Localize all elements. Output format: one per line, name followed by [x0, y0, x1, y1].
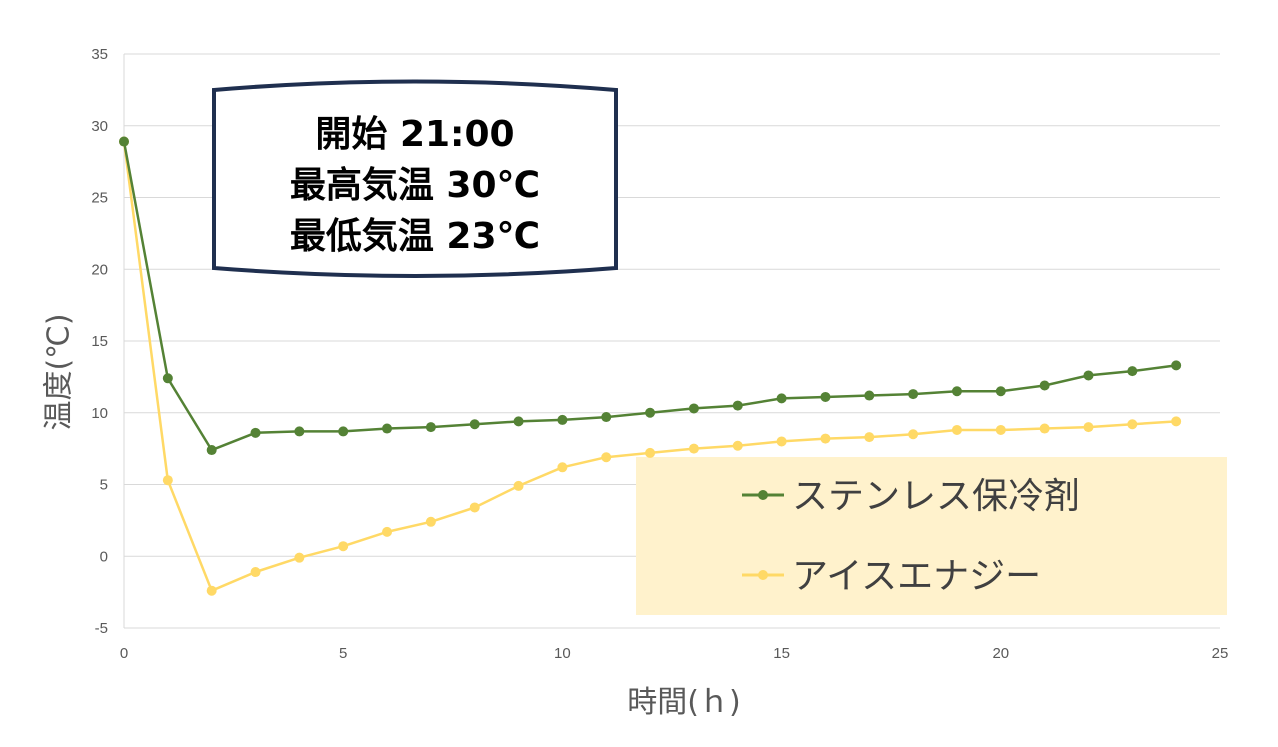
data-point [469, 502, 480, 513]
data-point [1171, 360, 1182, 371]
data-point [1083, 422, 1094, 433]
legend-box: ステンレス保冷剤 アイスエナジー [636, 457, 1227, 615]
legend-label-series-1: ステンレス保冷剤 [792, 476, 1080, 517]
series-2 [119, 136, 1182, 596]
data-point [382, 423, 393, 434]
data-point [776, 393, 787, 404]
data-point [557, 462, 568, 473]
data-point [119, 136, 129, 147]
x-tick-label: 25 [1212, 645, 1229, 662]
legend-marker-series-1 [758, 490, 768, 500]
data-point [820, 391, 831, 402]
annotation-line-3: 最低気温 23℃ [290, 216, 540, 257]
data-point [469, 419, 480, 430]
data-point [645, 407, 656, 418]
x-tick-label: 5 [339, 645, 347, 662]
annotation-line-2: 最高気温 30℃ [290, 165, 540, 206]
series-1 [119, 136, 1182, 456]
data-point [294, 552, 305, 563]
data-point [776, 436, 787, 447]
y-tick-label: 0 [100, 548, 108, 565]
data-point [250, 427, 261, 438]
y-tick-labels: -5 0 5 10 15 20 25 30 35 [91, 46, 108, 637]
data-point [1083, 370, 1094, 381]
x-tick-label: 20 [992, 645, 1009, 662]
data-point [732, 440, 743, 451]
data-point [1127, 366, 1138, 377]
y-tick-label: -5 [95, 620, 108, 637]
x-tick-labels: 0 5 10 15 20 25 [120, 645, 1229, 662]
data-point [732, 400, 743, 411]
data-point [864, 432, 875, 443]
data-point [1127, 419, 1138, 430]
data-point [688, 403, 699, 414]
data-point [513, 416, 524, 427]
data-point [908, 389, 919, 400]
data-point [601, 412, 612, 423]
data-point [645, 447, 656, 458]
y-tick-label: 30 [91, 118, 108, 135]
y-tick-label: 25 [91, 190, 108, 207]
data-point [162, 373, 173, 384]
data-point [162, 475, 173, 486]
x-tick-label: 15 [773, 645, 790, 662]
data-point [557, 414, 568, 425]
annotation-banner: 開始 21:00 最高気温 30℃ 最低気温 23℃ [212, 79, 618, 278]
y-tick-label: 35 [91, 46, 108, 63]
data-point [908, 429, 919, 440]
plot-area [119, 136, 1182, 596]
data-point [1039, 380, 1050, 391]
legend-label-series-2: アイスエナジー [792, 556, 1041, 597]
legend-marker-series-2 [758, 570, 768, 580]
data-point [951, 386, 962, 397]
data-point [338, 426, 349, 437]
data-point [1039, 423, 1050, 434]
annotation-line-1: 開始 21:00 [315, 114, 514, 155]
x-axis-title: 時間(ｈ) [627, 685, 740, 720]
x-tick-label: 0 [120, 645, 128, 662]
x-tick-label: 10 [554, 645, 571, 662]
y-tick-label: 10 [91, 405, 108, 422]
data-point [206, 445, 217, 456]
data-point [995, 386, 1006, 397]
data-point [338, 541, 349, 552]
data-point [250, 567, 261, 578]
data-point [294, 426, 305, 437]
data-point [382, 526, 393, 537]
data-point [951, 424, 962, 435]
data-point [1171, 416, 1182, 427]
y-tick-label: 20 [91, 261, 108, 278]
y-tick-label: 15 [91, 333, 108, 350]
data-point [820, 433, 831, 444]
data-point [206, 585, 217, 596]
y-axis-title: 温度(℃) [42, 313, 77, 430]
y-tick-label: 5 [100, 477, 108, 494]
data-point [688, 443, 699, 454]
data-point [513, 480, 524, 491]
data-point [601, 452, 612, 463]
data-point [864, 390, 875, 401]
data-point [425, 422, 436, 433]
data-point [425, 516, 436, 527]
data-point [995, 424, 1006, 435]
